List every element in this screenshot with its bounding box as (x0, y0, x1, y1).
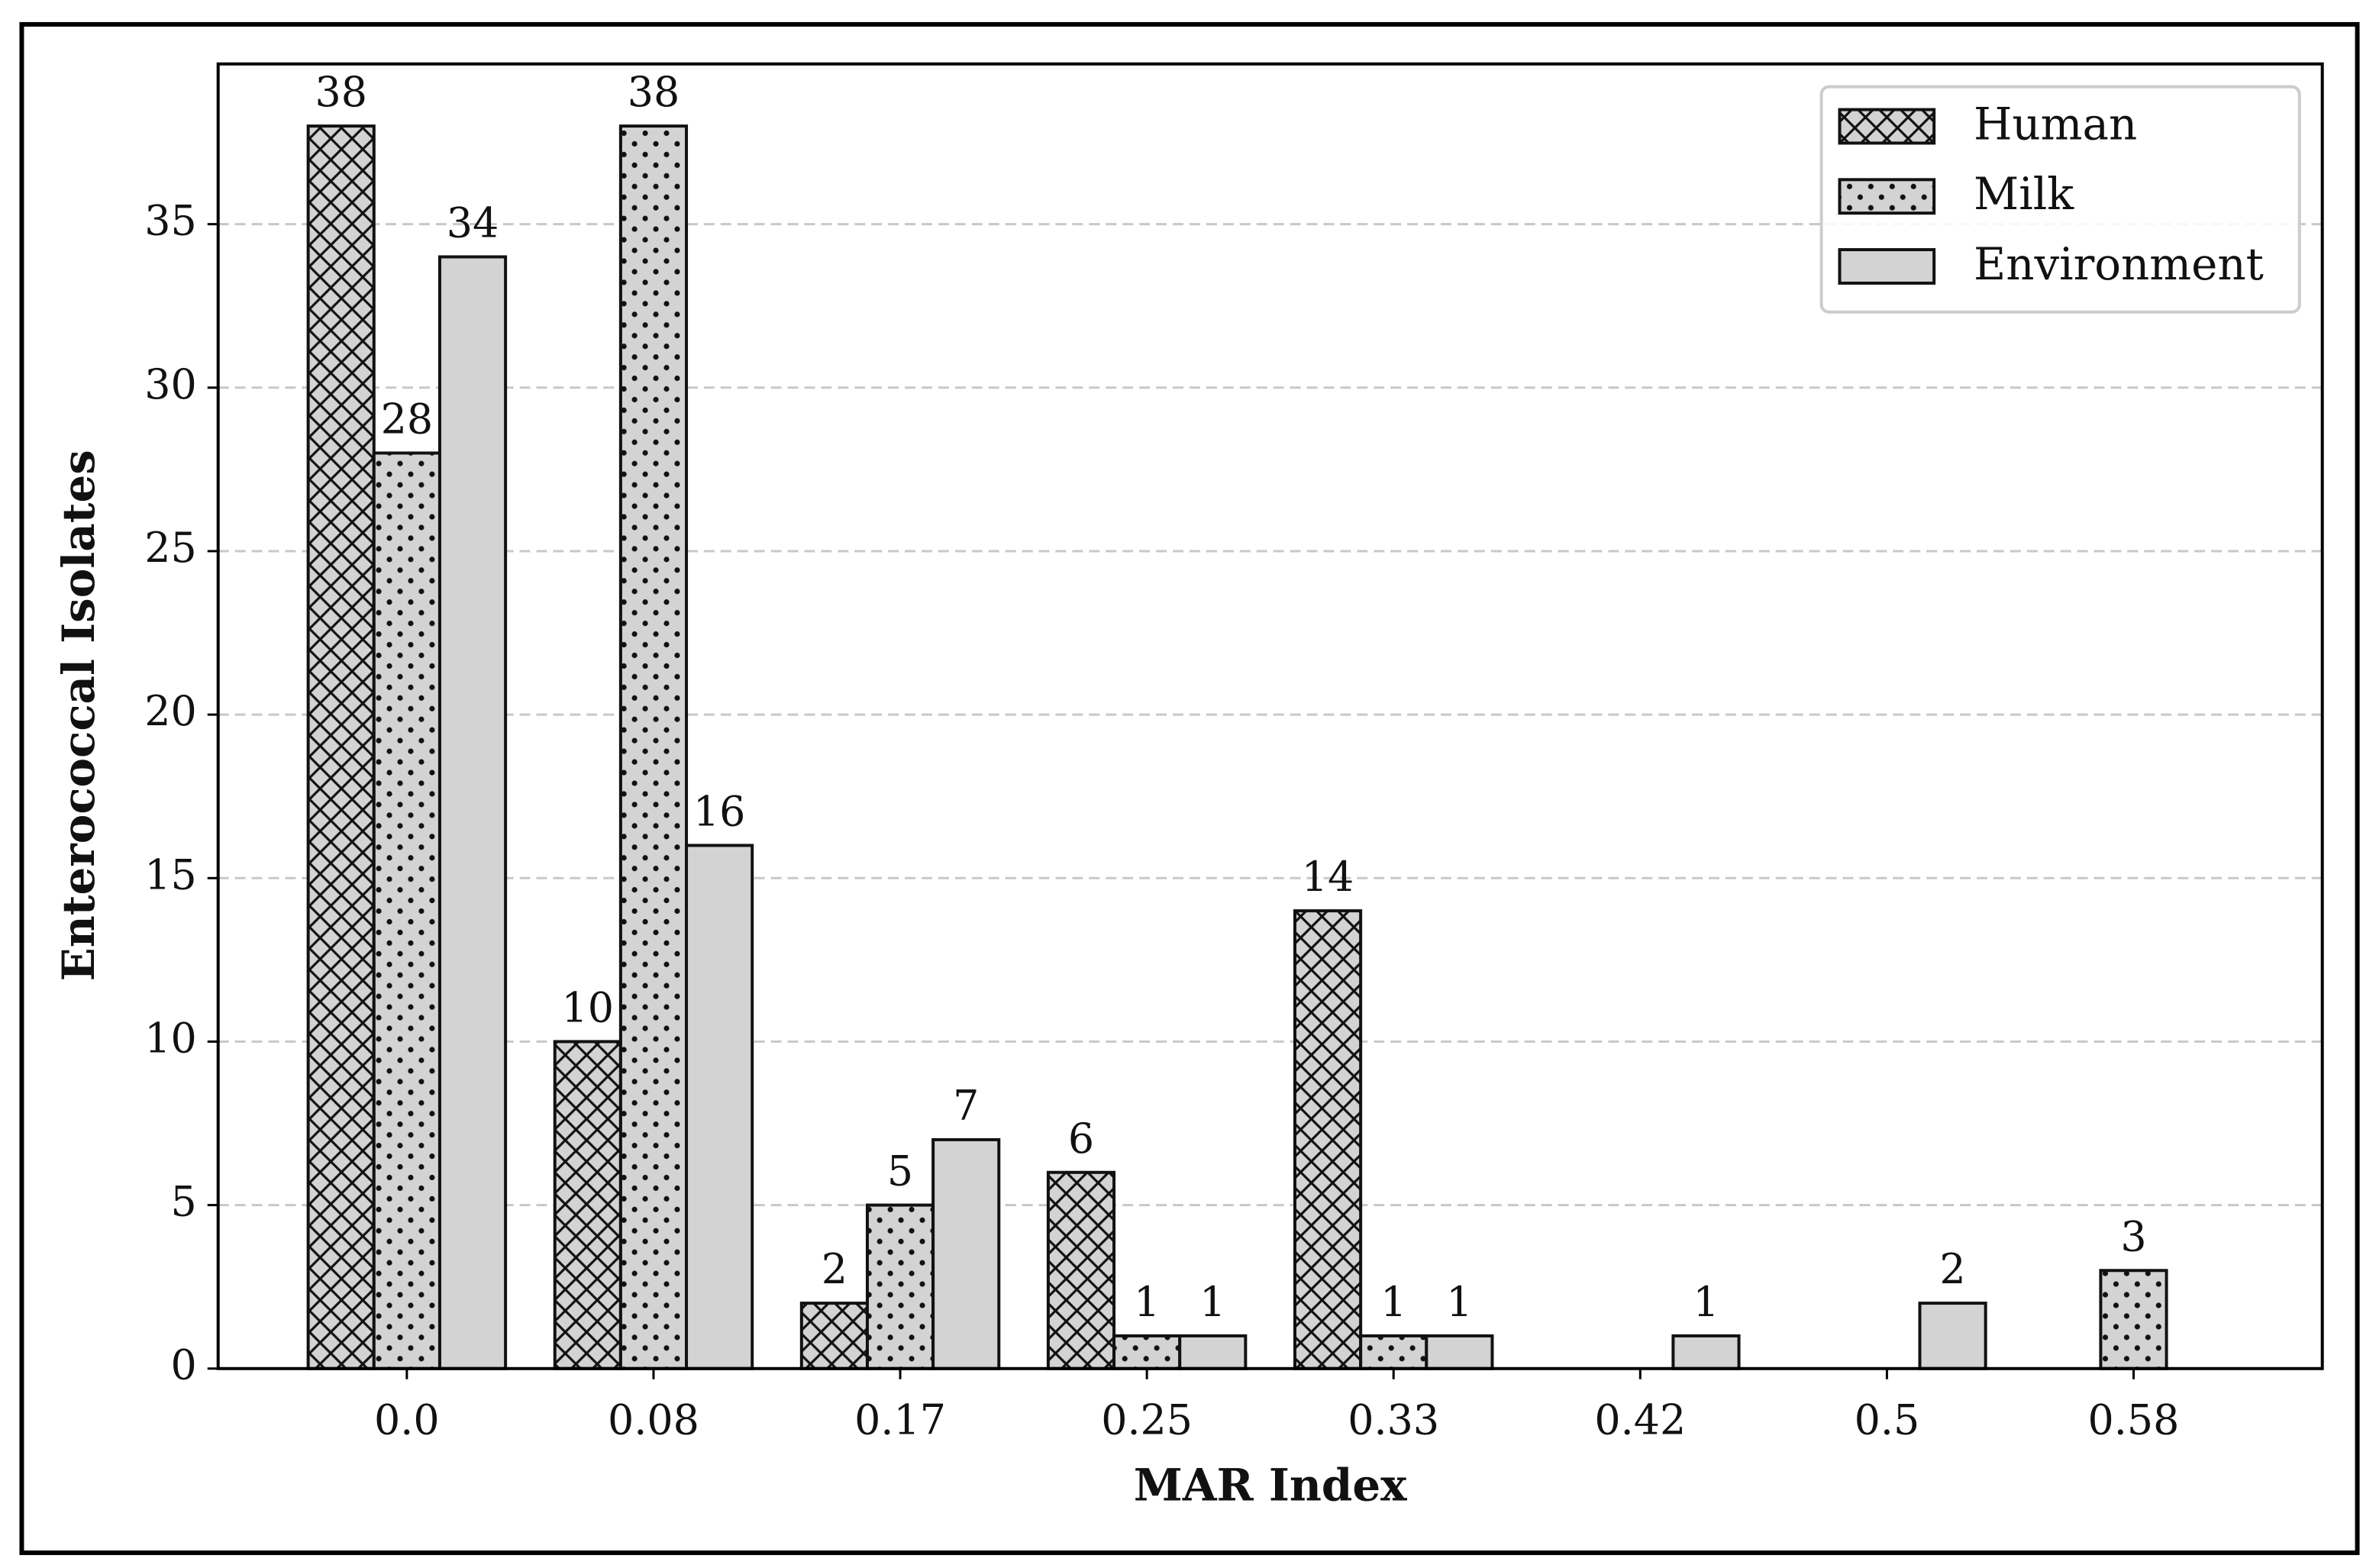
x-tick-label: 0.5 (1855, 1396, 1920, 1444)
value-label: 1 (1693, 1278, 1719, 1326)
bar (1918, 1302, 1987, 1370)
value-label: 1 (1199, 1278, 1225, 1326)
value-label: 1 (1380, 1278, 1406, 1326)
bar (685, 844, 754, 1370)
bar (1046, 1170, 1116, 1370)
bar (1112, 1334, 1182, 1370)
bar (1671, 1334, 1741, 1370)
bar (372, 451, 441, 1370)
y-tick-label: 15 (144, 850, 197, 899)
value-label: 7 (953, 1082, 979, 1130)
value-label: 38 (628, 68, 680, 116)
y-axis-title: Enterococcal Isolates (53, 450, 105, 981)
value-label: 34 (447, 199, 499, 247)
value-label: 1 (1446, 1278, 1472, 1326)
legend-label: Milk (1974, 168, 2074, 220)
x-tick-label: 0.25 (1101, 1396, 1193, 1444)
x-tick-label: 0.0 (374, 1396, 440, 1444)
bar (2099, 1269, 2168, 1370)
value-label: 16 (693, 788, 746, 836)
x-tick-label: 0.33 (1348, 1396, 1439, 1444)
legend-box (1819, 85, 2301, 314)
bar (306, 124, 376, 1370)
bar (618, 124, 689, 1370)
value-label: 38 (315, 68, 367, 116)
bar (553, 1040, 622, 1370)
y-tick-label: 0 (171, 1341, 197, 1389)
plot-frame (216, 62, 2324, 1370)
y-tick-label: 35 (144, 197, 197, 245)
bar (437, 255, 508, 1370)
x-tick-label: 0.08 (608, 1396, 699, 1444)
legend: Human Milk Environment (1819, 85, 2301, 314)
legend-swatch (1838, 248, 1936, 285)
value-label: 6 (1068, 1115, 1094, 1163)
value-label: 28 (381, 395, 433, 444)
value-label: 1 (1134, 1278, 1160, 1326)
x-axis-title: MAR Index (1134, 1459, 1407, 1511)
value-label: 14 (1302, 853, 1354, 901)
legend-label: Human (1974, 98, 2137, 150)
value-label: 2 (822, 1245, 847, 1293)
x-tick-label: 0.42 (1594, 1396, 1686, 1444)
value-label: 2 (1939, 1245, 1965, 1293)
bar (1359, 1334, 1429, 1370)
y-tick-label: 5 (171, 1178, 197, 1226)
legend-swatch (1838, 108, 1936, 145)
bar (931, 1137, 1001, 1370)
bar (1293, 909, 1363, 1370)
outer-frame (19, 21, 2360, 1556)
legend-label: Environment (1974, 238, 2264, 290)
y-tick-label: 10 (144, 1014, 197, 1062)
legend-swatch (1838, 178, 1936, 215)
bar (1425, 1334, 1494, 1370)
value-label: 5 (887, 1147, 913, 1195)
y-tick-label: 20 (144, 687, 197, 735)
y-tick-label: 30 (144, 360, 197, 408)
value-label: 3 (2120, 1212, 2146, 1260)
x-tick-label: 0.17 (854, 1396, 946, 1444)
x-tick-label: 0.58 (2088, 1396, 2180, 1444)
value-label: 10 (562, 984, 615, 1032)
y-tick-label: 25 (144, 524, 197, 572)
bar (1178, 1334, 1248, 1370)
bar (865, 1203, 935, 1370)
grid (218, 223, 2323, 1207)
bar (799, 1302, 869, 1370)
